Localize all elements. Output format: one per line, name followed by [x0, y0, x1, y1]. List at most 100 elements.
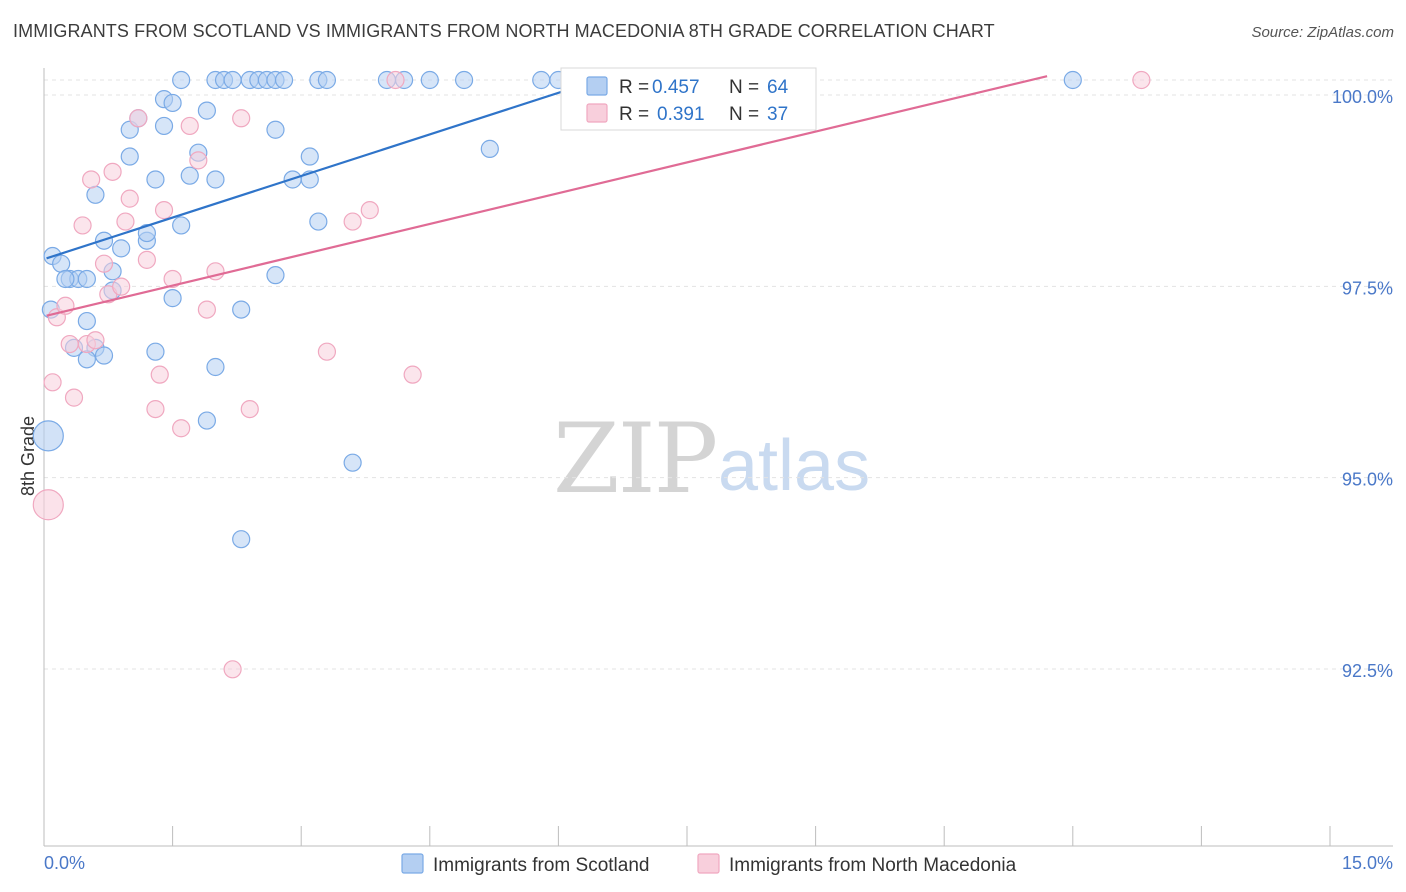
axes	[43, 68, 1393, 847]
gridlines	[44, 79, 1393, 670]
point-macedonia-4	[64, 388, 84, 407]
point-macedonia-19	[154, 201, 174, 220]
point-macedonia-9	[94, 254, 114, 273]
point-scotland-56	[454, 70, 474, 90]
point-macedonia-33	[403, 365, 422, 384]
stats-n-label-scotland: N =	[729, 77, 759, 98]
y-tick-label-0: 100.0%	[1332, 87, 1393, 107]
point-scotland-13	[112, 239, 131, 258]
point-scotland-45	[300, 147, 319, 166]
point-scotland-22	[154, 116, 174, 136]
data-points	[32, 70, 1151, 679]
legend-swatch-scotland	[401, 853, 424, 874]
point-scotland-52	[232, 530, 251, 549]
point-scotland-20	[146, 170, 165, 189]
point-scotland-34	[223, 70, 242, 90]
stats-n-value-macedonia: 37	[767, 104, 788, 125]
point-macedonia-8	[82, 170, 101, 189]
watermark-zip: ZIP	[553, 403, 716, 515]
point-scotland-57	[480, 139, 499, 158]
point-macedonia-7	[86, 331, 105, 350]
point-large-macedonia-0	[32, 489, 64, 521]
legend-swatch-macedonia	[697, 853, 720, 874]
point-scotland-63	[56, 269, 75, 289]
chart-source: Source: ZipAtlas.com	[1251, 24, 1394, 41]
point-scotland-28	[180, 166, 199, 185]
y-tick-label-3: 92.5%	[1342, 661, 1393, 681]
point-macedonia-32	[386, 70, 405, 90]
point-scotland-32	[206, 170, 225, 189]
stats-r-label-scotland: R =	[619, 77, 649, 98]
point-scotland-61	[1063, 70, 1082, 90]
point-macedonia-35	[1132, 70, 1151, 90]
point-scotland-49	[206, 357, 225, 377]
point-macedonia-20	[163, 269, 182, 289]
point-scotland-41	[274, 70, 294, 90]
point-scotland-16	[86, 185, 105, 204]
point-macedonia-29	[317, 342, 337, 361]
point-scotland-51	[343, 453, 362, 472]
point-scotland-27	[172, 216, 191, 235]
point-macedonia-23	[189, 151, 208, 170]
point-macedonia-14	[120, 189, 139, 208]
point-macedonia-11	[103, 162, 122, 181]
trend-line-scotland	[46, 75, 611, 260]
point-scotland-6	[77, 311, 96, 331]
point-macedonia-26	[223, 660, 242, 679]
point-scotland-23	[163, 93, 182, 113]
point-scotland-42	[266, 120, 285, 139]
trend-lines	[46, 75, 1048, 317]
point-scotland-46	[309, 212, 328, 231]
point-macedonia-22	[180, 116, 199, 136]
point-scotland-1	[52, 254, 71, 273]
point-scotland-24	[172, 70, 191, 90]
point-scotland-35	[232, 300, 251, 319]
chart-title: IMMIGRANTS FROM SCOTLAND VS IMMIGRANTS F…	[13, 21, 995, 41]
point-macedonia-21	[172, 419, 191, 438]
point-scotland-4	[77, 269, 96, 289]
stats-n-value-scotland: 64	[767, 77, 789, 98]
stats-r-value-scotland: 0.457	[652, 77, 700, 98]
y-tick-label-1: 97.5%	[1342, 278, 1393, 298]
point-macedonia-2	[60, 334, 79, 354]
trend-line-macedonia	[46, 75, 1048, 317]
stats-swatch-scotland	[586, 76, 608, 96]
point-macedonia-30	[343, 212, 362, 231]
point-macedonia-31	[360, 201, 379, 220]
point-large-scotland-0	[32, 420, 64, 452]
point-scotland-48	[317, 70, 337, 90]
point-macedonia-24	[197, 300, 216, 319]
stats-r-value-macedonia: 0.391	[657, 104, 705, 125]
bottom-legend: Immigrants from Scotland Immigrants from…	[401, 853, 1017, 876]
point-scotland-40	[266, 266, 285, 285]
point-macedonia-15	[129, 109, 148, 128]
point-macedonia-5	[73, 216, 92, 235]
point-macedonia-12	[112, 277, 131, 296]
point-macedonia-18	[150, 365, 169, 384]
point-scotland-15	[137, 223, 156, 243]
point-macedonia-3	[43, 373, 62, 392]
y-tick-labels: 100.0% 97.5% 95.0% 92.5%	[1332, 87, 1393, 681]
point-scotland-58	[532, 70, 551, 90]
point-macedonia-16	[137, 250, 156, 269]
x-tick-label-min: 0.0%	[44, 853, 85, 873]
point-macedonia-28	[240, 399, 259, 419]
point-scotland-30	[197, 101, 216, 120]
point-scotland-25	[146, 342, 165, 361]
point-macedonia-13	[116, 212, 135, 231]
legend-label-scotland: Immigrants from Scotland	[433, 855, 649, 876]
watermark: ZIP atlas	[553, 403, 870, 515]
y-tick-label-2: 95.0%	[1342, 470, 1393, 490]
x-ticks: 0.0% 15.0%	[43, 826, 1393, 873]
stats-legend: R = 0.457 N = 64 R = 0.391 N = 37	[560, 67, 817, 131]
point-scotland-17	[120, 147, 139, 166]
point-macedonia-17	[146, 399, 165, 419]
point-scotland-26	[163, 289, 182, 308]
point-macedonia-27	[232, 109, 251, 128]
stats-n-label-macedonia: N =	[729, 104, 759, 125]
x-tick-label-max: 15.0%	[1342, 853, 1393, 873]
stats-r-label-macedonia: R =	[619, 104, 649, 125]
point-scotland-55	[420, 70, 439, 90]
point-scotland-50	[197, 411, 216, 430]
